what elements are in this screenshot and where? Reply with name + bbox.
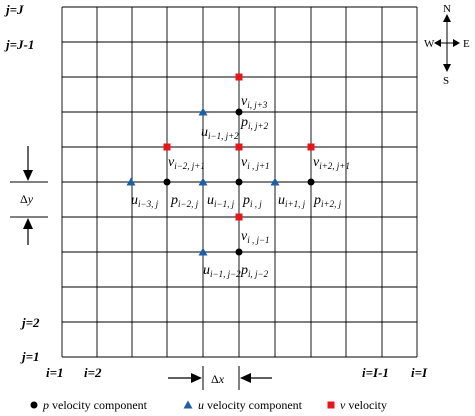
legend-p-marker [30,401,38,409]
p-marker [163,178,171,186]
compass-south: S [443,75,449,87]
label-p-i-jm2: pi, j−2 [240,263,269,279]
arrow-up-icon [23,218,33,229]
variable-labels: vi, j+3 pi, j+2 ui−1, j+2 vi−2, j+1 vi ,… [131,94,350,279]
label-u-im1-j: ui−1, j [207,193,235,209]
delta-x-indicator: Δx [168,366,272,390]
label-v-i-j3: vi, j+3 [241,94,268,110]
label-p-i-j2: pi, j+2 [240,115,269,131]
p-marker [235,248,243,256]
label-v-ip2-j1: vi+2, j+1 [313,155,350,171]
u-marker [198,107,208,116]
arrow-down-icon [23,170,33,181]
delta-y-indicator: Δy [10,146,48,245]
legend-v-marker [327,401,335,409]
arrow-right-icon [191,373,202,383]
label-v-im2-j1: vi−2, j+1 [168,155,205,171]
row-label-j-1: j=1 [20,349,40,364]
compass-west: W [424,38,435,50]
row-label-j-J: j=J [4,2,24,17]
label-v-i-j1: vi , j+1 [241,155,270,171]
compass-north: N [443,3,451,15]
delta-x-label: Δx [211,372,225,386]
v-marker [235,143,243,151]
arrow-right-icon [453,39,460,47]
compass-east: E [463,38,470,50]
p-marker [235,178,243,186]
delta-y-label: Δy [20,192,34,206]
u-markers [126,107,280,256]
u-marker [126,177,136,186]
legend-v-text: v velocity [340,398,387,412]
label-v-i-jm1: vi , j−1 [241,229,270,245]
arrow-down-icon [443,64,451,72]
p-markers [163,108,315,256]
p-marker [235,108,243,116]
label-u-im1-jm2: ui−1, j−2 [203,263,241,279]
col-label-i-I-1: i=I-1 [362,365,389,380]
v-marker [307,143,315,151]
label-p-i-j: pi , j [242,193,262,209]
label-u-ip1-j: ui+1, j [278,193,306,209]
label-p-im2-j: pi−2, j [170,193,199,209]
label-u-im1-j2: ui−1, j+2 [201,125,239,141]
label-p-ip2-j: pi+2, j [313,193,342,209]
compass: N S W E [424,3,470,87]
legend-p-text: p velocity component [42,398,148,412]
legend-u-marker [183,400,193,409]
row-label-j-J-1: j=J-1 [4,37,34,52]
col-label-i-2: i=2 [84,365,102,380]
label-u-im3-j: ui−3, j [131,193,159,209]
arrow-up-icon [443,14,451,22]
v-marker [235,73,243,81]
v-markers [163,73,315,221]
u-marker [198,177,208,186]
v-marker [163,143,171,151]
u-marker [270,177,280,186]
col-label-i-I: i=I [411,365,428,380]
u-marker [198,247,208,256]
legend-u-text: u velocity component [198,398,303,412]
col-label-i-1: i=1 [46,365,64,380]
v-marker [235,213,243,221]
row-label-j-2: j=2 [20,315,40,330]
legend: p velocity component u velocity componen… [30,398,387,412]
arrow-left-icon [434,39,441,47]
arrow-left-icon [240,373,251,383]
p-marker [307,178,315,186]
